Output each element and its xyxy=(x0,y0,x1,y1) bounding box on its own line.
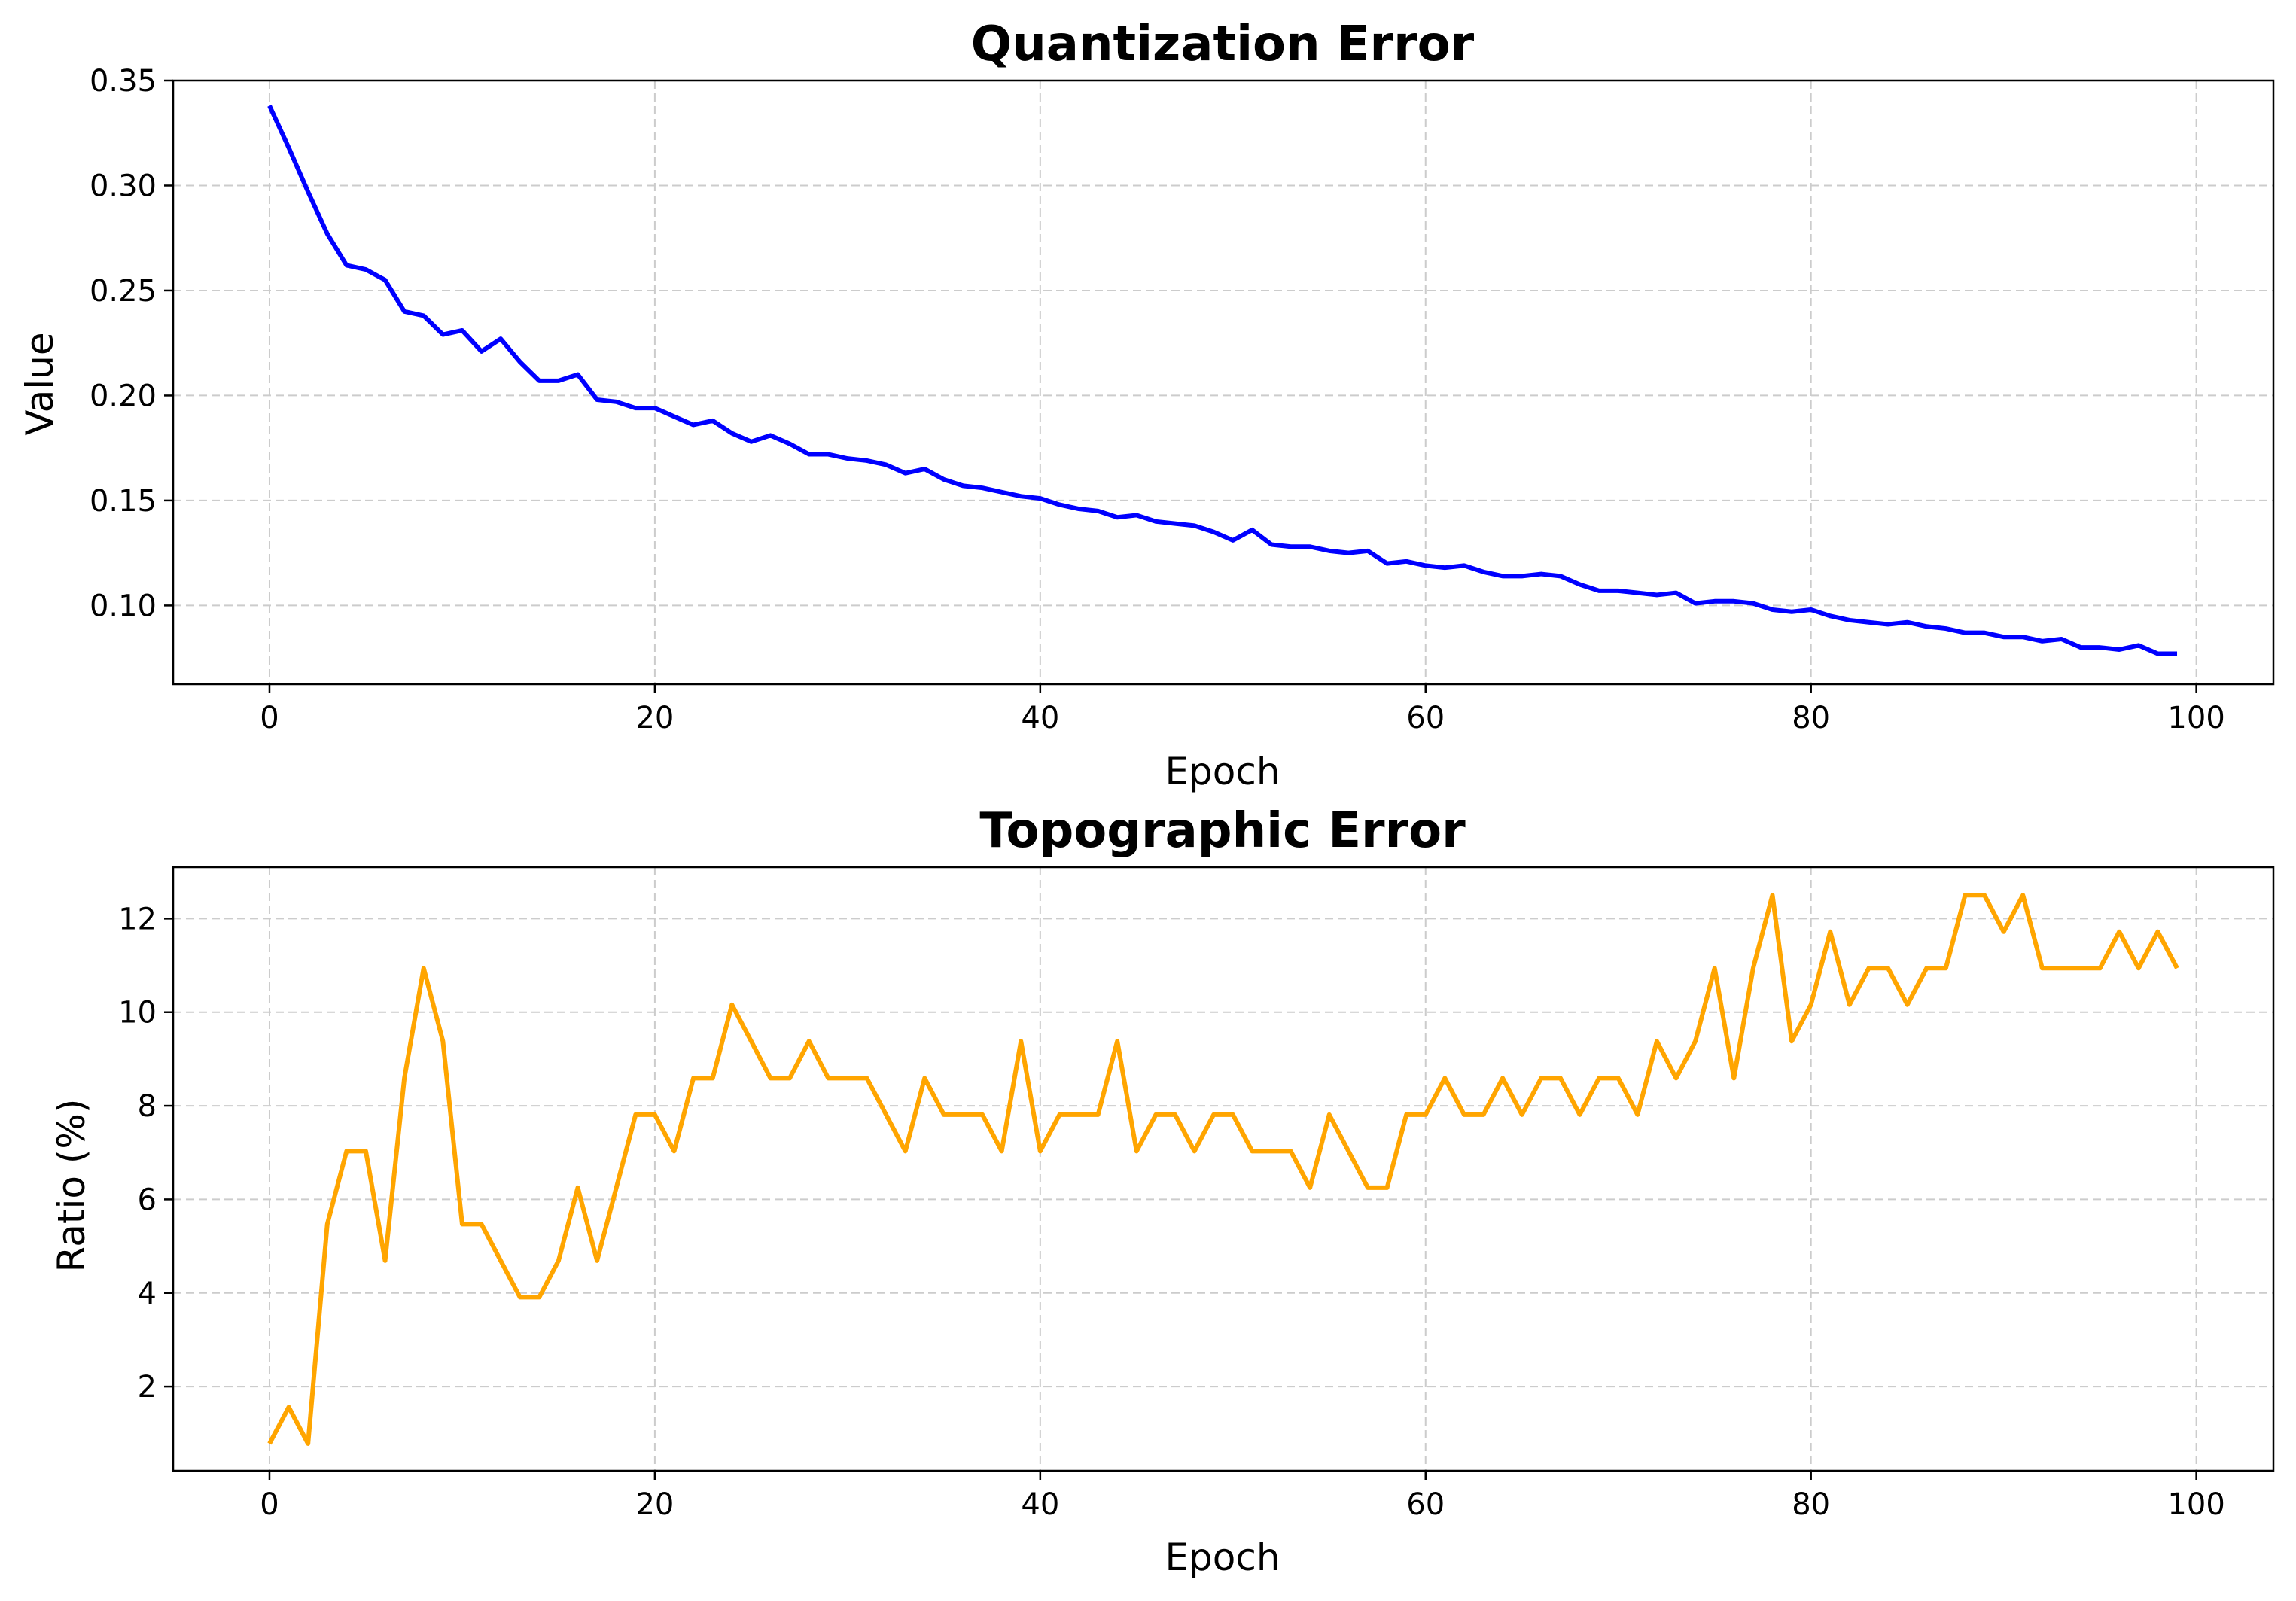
x-tick-label: 100 xyxy=(2167,1487,2224,1522)
y-tick-label: 0.20 xyxy=(90,379,157,413)
x-tick-label: 20 xyxy=(635,1487,674,1522)
chart-title: Quantization Error xyxy=(971,17,1475,72)
axis-ticks: 0 20 40 60 80 100 0.10 0.15 0.20 0.25 0.30 0.35 xyxy=(90,64,2225,735)
quantization-error-panel: Quantization Error Epoch Value 0 20 40 60 80… xyxy=(18,17,2275,793)
x-tick-label: 0 xyxy=(260,701,279,735)
x-tick-label: 20 xyxy=(635,701,674,735)
x-tick-label: 80 xyxy=(1792,701,1830,735)
y-tick-label: 0.10 xyxy=(90,589,157,623)
y-axis-label: Value xyxy=(18,332,62,435)
data-layer xyxy=(267,893,2179,1446)
grid-lines xyxy=(173,867,2273,1471)
y-tick-label: 4 xyxy=(138,1277,157,1311)
x-tick-label: 40 xyxy=(1021,1487,1059,1522)
chart-title: Topographic Error xyxy=(979,803,1466,859)
y-tick-label: 0.25 xyxy=(90,274,157,309)
y-tick-label: 0.35 xyxy=(90,64,157,99)
plot-frame xyxy=(172,79,2275,686)
x-tick-label: 60 xyxy=(1406,701,1445,735)
x-tick-label: 80 xyxy=(1792,1487,1830,1522)
series-line xyxy=(267,105,2178,656)
y-tick-label: 10 xyxy=(118,996,157,1030)
axis-ticks: 0 20 40 60 80 100 2 4 6 8 10 12 xyxy=(118,902,2225,1522)
y-tick-label: 0.15 xyxy=(90,484,157,519)
topographic-error-panel: Topographic Error Epoch Ratio (%) 0 20 40 6… xyxy=(50,803,2275,1579)
y-tick-label: 12 xyxy=(118,902,157,936)
x-tick-label: 0 xyxy=(260,1487,279,1522)
data-layer xyxy=(267,105,2178,656)
y-tick-label: 8 xyxy=(138,1089,157,1124)
y-tick-label: 0.30 xyxy=(90,169,157,203)
y-tick-label: 6 xyxy=(138,1182,157,1217)
x-axis-label: Epoch xyxy=(1165,1536,1280,1579)
series-line xyxy=(267,893,2179,1446)
x-tick-label: 40 xyxy=(1021,701,1059,735)
y-tick-label: 2 xyxy=(138,1370,157,1405)
x-tick-label: 100 xyxy=(2167,701,2224,735)
x-axis-label: Epoch xyxy=(1165,750,1280,793)
y-axis-label: Ratio (%) xyxy=(50,1099,93,1273)
x-tick-label: 60 xyxy=(1406,1487,1445,1522)
plot-frame xyxy=(172,866,2275,1472)
